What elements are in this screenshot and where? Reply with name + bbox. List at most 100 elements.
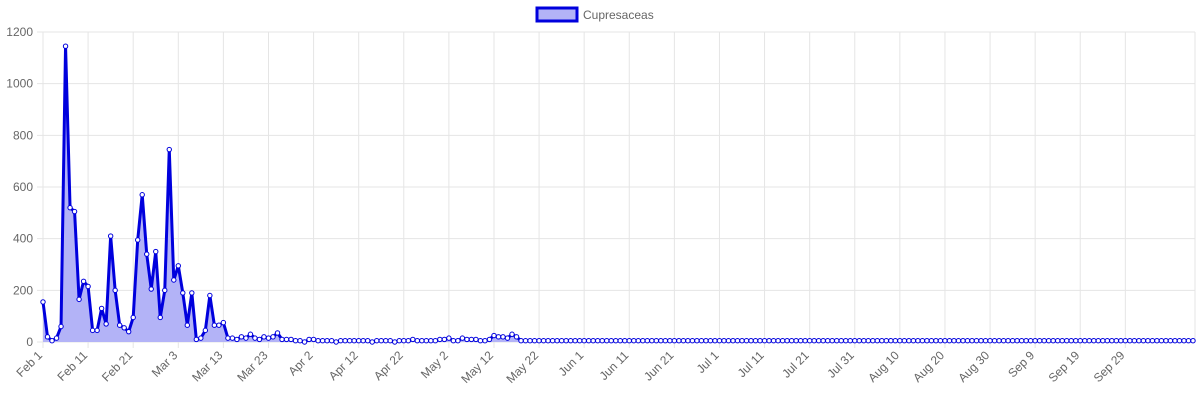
data-point[interactable]: [1059, 338, 1065, 344]
data-point[interactable]: [924, 338, 930, 344]
data-point[interactable]: [1082, 338, 1088, 344]
data-point[interactable]: [1172, 338, 1178, 344]
data-point[interactable]: [590, 338, 596, 344]
data-point[interactable]: [238, 334, 245, 340]
data-point[interactable]: [775, 338, 781, 344]
data-point[interactable]: [459, 335, 466, 341]
data-point[interactable]: [292, 338, 299, 344]
data-point[interactable]: [1167, 338, 1174, 344]
data-point[interactable]: [112, 287, 118, 294]
data-point[interactable]: [969, 338, 975, 344]
data-point[interactable]: [522, 338, 529, 344]
data-point[interactable]: [189, 290, 195, 296]
data-point[interactable]: [310, 336, 317, 343]
data-point[interactable]: [184, 322, 191, 328]
data-point[interactable]: [815, 338, 822, 344]
data-point[interactable]: [721, 338, 727, 344]
data-point[interactable]: [933, 338, 939, 344]
data-point[interactable]: [964, 338, 971, 344]
data-point[interactable]: [437, 336, 443, 343]
data-point[interactable]: [1086, 338, 1092, 344]
data-point[interactable]: [44, 334, 51, 340]
data-point[interactable]: [216, 322, 222, 328]
data-point[interactable]: [464, 336, 470, 343]
data-point[interactable]: [667, 338, 673, 344]
data-point[interactable]: [261, 334, 267, 340]
data-point[interactable]: [915, 338, 921, 344]
data-point[interactable]: [622, 338, 628, 344]
data-point[interactable]: [946, 338, 953, 344]
legend[interactable]: Cupresaceas: [535, 6, 654, 23]
data-point[interactable]: [85, 283, 91, 290]
data-point[interactable]: [883, 338, 890, 344]
data-point[interactable]: [378, 338, 384, 344]
data-point[interactable]: [572, 338, 578, 344]
data-point[interactable]: [419, 338, 425, 344]
data-point[interactable]: [1041, 338, 1047, 344]
data-point[interactable]: [748, 338, 754, 344]
data-point[interactable]: [53, 335, 60, 341]
data-point[interactable]: [1104, 338, 1111, 344]
data-point[interactable]: [207, 292, 213, 299]
data-point[interactable]: [743, 338, 750, 344]
data-point[interactable]: [495, 334, 502, 340]
data-point[interactable]: [770, 338, 777, 344]
data-point[interactable]: [901, 338, 908, 344]
data-point[interactable]: [888, 338, 894, 344]
data-point[interactable]: [811, 338, 817, 344]
data-point[interactable]: [392, 339, 398, 345]
data-point[interactable]: [1032, 338, 1038, 344]
data-point[interactable]: [820, 338, 826, 344]
data-point[interactable]: [180, 290, 186, 296]
data-point[interactable]: [1127, 338, 1133, 344]
data-point[interactable]: [1154, 338, 1160, 344]
data-point[interactable]: [144, 251, 150, 257]
data-point[interactable]: [549, 338, 556, 344]
data-point[interactable]: [473, 336, 479, 343]
data-point[interactable]: [328, 338, 335, 344]
data-point[interactable]: [802, 338, 808, 344]
data-point[interactable]: [545, 338, 551, 344]
data-point[interactable]: [468, 336, 475, 343]
data-point[interactable]: [247, 331, 254, 337]
data-point[interactable]: [531, 338, 538, 344]
data-point[interactable]: [739, 338, 745, 344]
data-point[interactable]: [613, 338, 619, 344]
data-point[interactable]: [671, 338, 678, 344]
data-point[interactable]: [540, 338, 547, 344]
data-point[interactable]: [838, 338, 844, 344]
data-point[interactable]: [626, 338, 632, 344]
data-point[interactable]: [640, 338, 646, 344]
data-point[interactable]: [536, 338, 542, 344]
data-point[interactable]: [315, 338, 321, 344]
data-point[interactable]: [446, 335, 452, 341]
data-point[interactable]: [1055, 338, 1061, 344]
data-point[interactable]: [369, 339, 375, 345]
data-point[interactable]: [162, 287, 168, 294]
data-point[interactable]: [252, 335, 258, 341]
data-point[interactable]: [1014, 338, 1020, 344]
data-point[interactable]: [874, 338, 881, 344]
data-point[interactable]: [518, 338, 524, 344]
data-point[interactable]: [116, 322, 123, 328]
data-point[interactable]: [71, 208, 78, 215]
data-point[interactable]: [274, 330, 281, 336]
data-point[interactable]: [1050, 338, 1056, 344]
data-point[interactable]: [928, 338, 935, 344]
data-point[interactable]: [910, 338, 917, 344]
data-point[interactable]: [148, 286, 154, 292]
data-point[interactable]: [685, 338, 691, 344]
data-point[interactable]: [211, 322, 218, 328]
data-point[interactable]: [978, 338, 984, 344]
data-point[interactable]: [1145, 338, 1151, 344]
data-point[interactable]: [383, 338, 389, 344]
data-point[interactable]: [843, 338, 849, 344]
data-point[interactable]: [698, 338, 705, 344]
data-point[interactable]: [374, 338, 380, 344]
data-point[interactable]: [1027, 338, 1034, 344]
data-point[interactable]: [829, 338, 835, 344]
data-point[interactable]: [1045, 338, 1052, 344]
data-point[interactable]: [725, 338, 732, 344]
data-point[interactable]: [1113, 338, 1120, 344]
data-point[interactable]: [834, 338, 840, 344]
